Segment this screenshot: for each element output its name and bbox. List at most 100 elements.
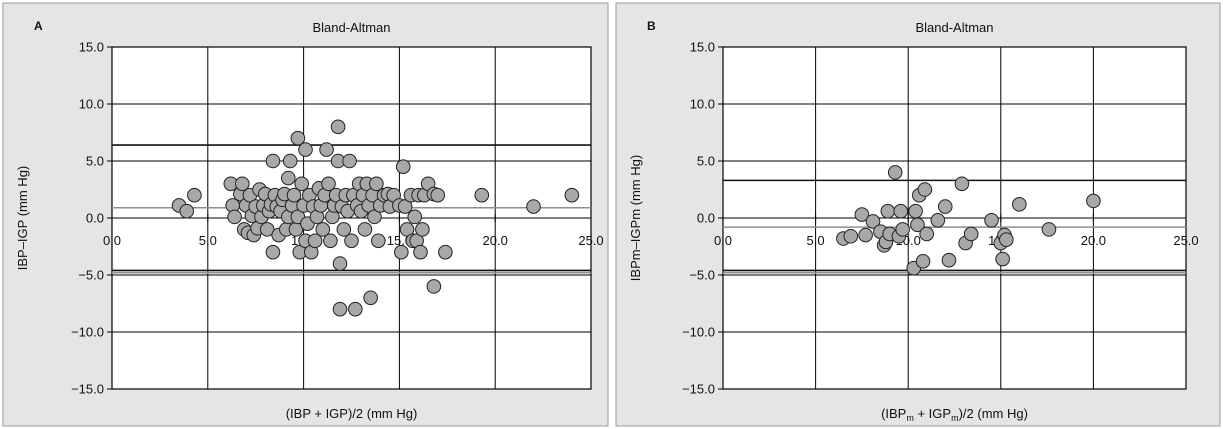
y-tick-label: 5.0 bbox=[86, 154, 104, 169]
data-point bbox=[843, 228, 859, 244]
data-point bbox=[307, 233, 323, 249]
data-point bbox=[407, 209, 423, 225]
data-point bbox=[179, 203, 195, 219]
data-point bbox=[315, 222, 331, 237]
data-point bbox=[336, 222, 352, 237]
data-point bbox=[344, 233, 359, 249]
y-tick-label: −5.0 bbox=[78, 268, 104, 283]
x-tick-label: 25.0 bbox=[578, 233, 603, 248]
data-point bbox=[294, 176, 309, 192]
x-tick-label: 5.0 bbox=[199, 233, 217, 248]
data-point bbox=[342, 153, 357, 169]
data-point bbox=[330, 119, 346, 135]
data-point bbox=[984, 212, 999, 228]
data-point bbox=[526, 199, 541, 214]
data-point bbox=[265, 244, 281, 260]
data-point bbox=[397, 199, 413, 214]
data-point bbox=[367, 209, 382, 225]
data-point bbox=[954, 176, 970, 192]
data-point bbox=[415, 222, 430, 237]
data-point bbox=[282, 153, 298, 169]
data-point bbox=[348, 301, 363, 317]
x-axis-label: (IBPm + IGPm)/2 (mm Hg) bbox=[881, 406, 1028, 423]
data-point bbox=[893, 203, 909, 219]
chart-title: Bland-Altman bbox=[915, 20, 993, 35]
data-point bbox=[474, 187, 490, 203]
data-point bbox=[880, 203, 896, 219]
x-tick-label: 25.0 bbox=[1173, 233, 1198, 248]
data-point bbox=[280, 170, 296, 186]
y-tick-label: 15.0 bbox=[690, 40, 715, 55]
y-axis-label: IBPm–IGPm (mm Hg) bbox=[628, 155, 643, 281]
y-tick-label: 15.0 bbox=[79, 40, 104, 55]
x-tick-label: 15.0 bbox=[387, 233, 412, 248]
data-point bbox=[917, 182, 933, 197]
y-tick-label: 0.0 bbox=[86, 211, 104, 226]
data-point bbox=[234, 176, 250, 192]
data-point bbox=[919, 226, 935, 242]
data-point bbox=[399, 222, 415, 237]
data-point bbox=[995, 251, 1010, 267]
data-point bbox=[564, 187, 580, 203]
x-tick-label: 0.0 bbox=[103, 233, 121, 248]
y-tick-label: −10.0 bbox=[71, 325, 104, 340]
data-point bbox=[915, 254, 931, 269]
data-point bbox=[395, 159, 411, 174]
y-tick-label: −5.0 bbox=[689, 268, 715, 283]
data-point bbox=[963, 226, 979, 242]
x-tick-label: 0.0 bbox=[714, 233, 732, 248]
y-tick-label: −15.0 bbox=[682, 382, 715, 397]
data-point bbox=[895, 222, 910, 237]
panel-label: A bbox=[34, 19, 43, 33]
data-point bbox=[298, 142, 313, 157]
data-point bbox=[290, 130, 306, 146]
chart-title: Bland-Altman bbox=[312, 20, 390, 35]
panel-label: B bbox=[647, 19, 656, 33]
y-tick-label: −15.0 bbox=[71, 382, 104, 397]
y-tick-label: 0.0 bbox=[697, 211, 715, 226]
y-tick-label: 5.0 bbox=[697, 154, 715, 169]
data-point bbox=[910, 217, 925, 233]
x-axis-label: (IBP + IGP)/2 (mm Hg) bbox=[286, 406, 418, 421]
data-point bbox=[321, 176, 336, 192]
y-tick-label: 10.0 bbox=[690, 97, 715, 112]
data-point bbox=[941, 252, 957, 268]
data-point bbox=[937, 199, 953, 214]
x-tick-label: 5.0 bbox=[807, 233, 825, 248]
data-point bbox=[438, 244, 453, 260]
data-point bbox=[394, 244, 409, 260]
data-point bbox=[286, 187, 302, 203]
data-point bbox=[908, 203, 923, 219]
data-point bbox=[1012, 197, 1027, 212]
data-point bbox=[858, 227, 873, 243]
data-point bbox=[259, 222, 275, 237]
data-point bbox=[413, 244, 428, 260]
chart-panel-a: A Bland-Altman 15.0 10.0 5.0 0.0 −10.0 −5.0 −15.… bbox=[2, 2, 609, 427]
data-point bbox=[363, 290, 378, 306]
data-point bbox=[1086, 193, 1101, 209]
data-point bbox=[332, 256, 348, 271]
data-point bbox=[1041, 222, 1057, 237]
data-point bbox=[887, 165, 903, 180]
data-point bbox=[854, 207, 870, 222]
data-point bbox=[426, 279, 442, 294]
data-point bbox=[227, 209, 242, 225]
x-tick-label: 20.0 bbox=[483, 233, 508, 248]
data-point bbox=[371, 233, 386, 249]
data-point bbox=[999, 232, 1014, 247]
y-axis-label: IBP–IGP (mm Hg) bbox=[15, 166, 30, 271]
y-tick-label: 10.0 bbox=[79, 97, 104, 112]
data-point bbox=[319, 142, 334, 157]
data-point bbox=[369, 176, 384, 192]
data-point bbox=[323, 233, 338, 249]
data-point bbox=[865, 214, 881, 229]
data-point bbox=[265, 153, 281, 169]
data-point bbox=[430, 187, 446, 203]
y-tick-label: −10.0 bbox=[682, 325, 715, 340]
chart-panel-b: B Bland-Altman 15.0 10.0 5.0 0.0 −10.0 −5.0 −15.… bbox=[615, 2, 1221, 427]
x-tick-label: 20.0 bbox=[1081, 233, 1106, 248]
data-point bbox=[332, 301, 348, 317]
data-point bbox=[930, 212, 946, 228]
data-point bbox=[187, 187, 202, 203]
